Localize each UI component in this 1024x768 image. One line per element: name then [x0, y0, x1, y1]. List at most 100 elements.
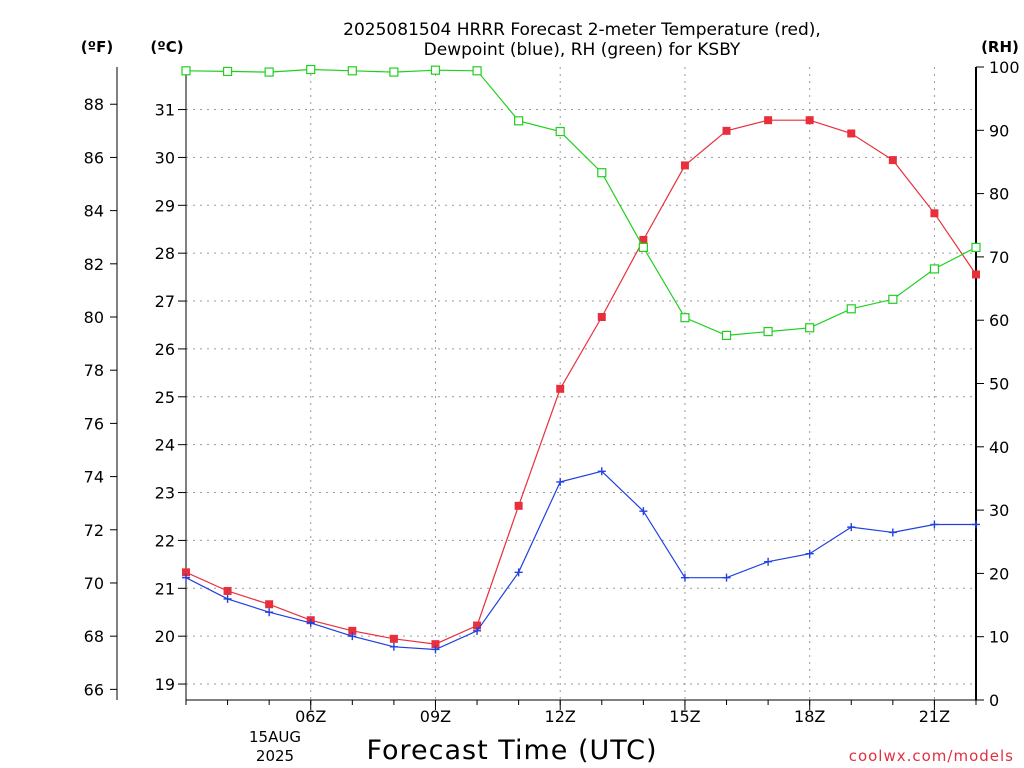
rh-tick-label: 50: [989, 375, 1009, 394]
rh-point: [264, 67, 274, 77]
dewpoint-point: [888, 528, 897, 537]
credit-text: coolwx.com/models: [849, 747, 1014, 765]
temperature-point: [930, 209, 939, 218]
fahrenheit-tick-label: 76: [84, 414, 104, 433]
rh-point: [306, 64, 316, 75]
fahrenheit-tick-label: 78: [84, 361, 104, 380]
series-layer: [181, 64, 981, 654]
time-tick-label: 09Z: [420, 707, 451, 726]
celsius-tick-label: 30: [155, 148, 175, 167]
celsius-tick-label: 19: [155, 675, 175, 694]
rh-point: [347, 66, 357, 76]
celsius-tick-label: 22: [155, 531, 175, 550]
rh-point: [638, 242, 648, 253]
time-tick-label: 21Z: [919, 707, 950, 726]
dewpoint-point: [556, 477, 565, 486]
rh-point: [680, 313, 690, 323]
rh-tick-label: 60: [989, 311, 1009, 330]
fahrenheit-tick-label: 80: [84, 308, 104, 327]
celsius-tick-label: 27: [155, 292, 175, 311]
temperature-point: [473, 621, 482, 630]
fahrenheit-tick-label: 82: [84, 255, 104, 274]
celsius-tick-label: 28: [155, 244, 175, 263]
dewpoint-point: [514, 568, 523, 577]
fahrenheit-tick-label: 86: [84, 148, 104, 167]
rh-point: [763, 326, 773, 337]
rh-tick-label: 70: [989, 248, 1009, 267]
celsius-axis: 19 20 21 22 23 24 25 26 27 28 29 30 31: [155, 101, 186, 694]
celsius-tick-label: 26: [155, 340, 175, 359]
temperature-point: [265, 600, 274, 609]
rh-tick-label: 0: [989, 691, 999, 710]
dewpoint-point: [764, 557, 773, 566]
unit-label-fahrenheit: (ºF): [81, 38, 113, 56]
fahrenheit-tick-label: 84: [84, 202, 104, 221]
rh-tick-label: 90: [989, 121, 1009, 140]
dewpoint-point: [930, 520, 939, 529]
x-axis-title: Forecast Time (UTC): [366, 735, 657, 766]
rh-tick-label: 30: [989, 501, 1009, 520]
time-tick-label: 06Z: [295, 707, 326, 726]
rh-point: [472, 66, 482, 76]
dewpoint-point: [182, 573, 190, 582]
temperature-point: [764, 116, 773, 125]
rh-tick-label: 80: [989, 185, 1009, 204]
dewpoint-point: [265, 608, 274, 617]
dewpoint-point: [680, 573, 689, 582]
rh-tick-label: 10: [989, 628, 1009, 647]
fahrenheit-tick-label: 72: [84, 521, 104, 540]
dewpoint-point: [597, 467, 606, 476]
chart-title-line-1: 2025081504 HRRR Forecast 2-meter Tempera…: [343, 20, 821, 40]
dewpoint-point: [389, 642, 398, 651]
dewpoint-line: [185, 470, 976, 651]
temperature-point: [556, 384, 565, 393]
celsius-tick-label: 24: [155, 436, 175, 455]
series-dewpoint: [182, 467, 980, 654]
celsius-tick-label: 21: [155, 579, 175, 598]
rh-point: [389, 67, 399, 77]
celsius-tick-label: 25: [155, 388, 175, 407]
celsius-tick-label: 20: [155, 627, 175, 646]
temperature-point: [680, 161, 689, 170]
time-axis: 06Z 09Z 12Z 15Z 18Z 21Z: [185, 700, 977, 726]
series-rh: [181, 64, 981, 340]
rh-line: [185, 68, 977, 337]
temperature-point: [972, 270, 980, 279]
rh-tick-label: 20: [989, 564, 1009, 583]
celsius-tick-label: 23: [155, 484, 175, 503]
dewpoint-point: [847, 523, 856, 532]
rh-point: [846, 304, 856, 314]
celsius-tick-label: 31: [155, 101, 175, 120]
dewpoint-point: [348, 632, 357, 641]
rh-point: [721, 330, 732, 340]
dewpoint-point: [805, 549, 814, 558]
dewpoint-point: [223, 594, 232, 603]
time-tick-label: 18Z: [794, 707, 825, 726]
fahrenheit-tick-label: 68: [84, 627, 104, 646]
fahrenheit-tick-label: 88: [84, 95, 104, 114]
dewpoint-point: [306, 618, 315, 627]
grid-lines: [186, 67, 976, 700]
fahrenheit-tick-label: 74: [84, 468, 104, 487]
time-tick-label: 15Z: [669, 707, 700, 726]
date-label-year: 2025: [256, 747, 294, 765]
date-label-day: 15AUG: [249, 728, 301, 746]
rh-point: [222, 66, 233, 77]
dewpoint-point: [972, 520, 980, 529]
rh-point: [555, 126, 565, 137]
time-tick-label: 12Z: [545, 707, 576, 726]
chart-title-line-2: Dewpoint (blue), RH (green) for KSBY: [424, 40, 741, 60]
temperature-line: [185, 119, 977, 645]
fahrenheit-tick-label: 66: [84, 680, 104, 699]
dewpoint-point: [639, 507, 648, 516]
rh-point: [430, 65, 441, 75]
temperature-point: [389, 634, 398, 643]
fahrenheit-axis: 66 68 70 72 74 76 78 80 82 84 86 88: [84, 95, 117, 699]
rh-tick-label: 40: [989, 438, 1009, 457]
rh-point: [805, 323, 815, 333]
temperature-point: [722, 126, 731, 135]
temperature-point: [514, 501, 523, 510]
dewpoint-point: [431, 645, 440, 654]
series-temperature: [182, 116, 980, 649]
